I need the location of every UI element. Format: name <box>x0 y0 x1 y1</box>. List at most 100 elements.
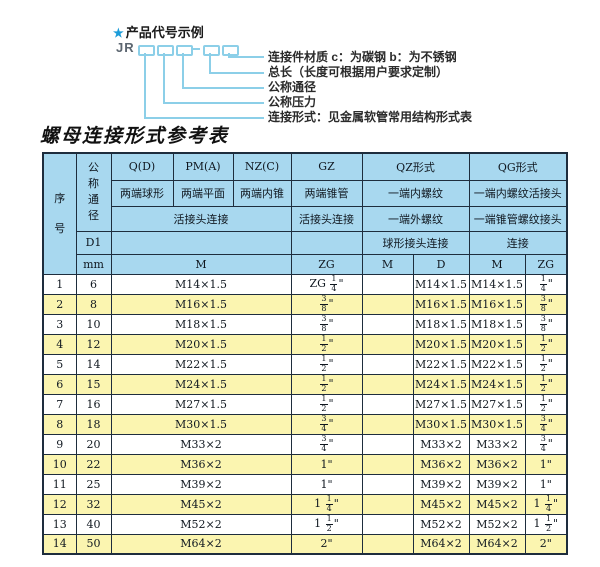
header-cell: 活接头连接 <box>110 205 292 232</box>
table-cell: M18×1.5 <box>412 313 470 335</box>
diagram-title-text: 产品代号示例 <box>125 25 204 40</box>
table-cell <box>361 273 414 295</box>
table-cell <box>361 493 414 515</box>
table-cell: 32 <box>75 493 112 515</box>
code-box <box>176 45 193 56</box>
table-cell: M18×1.5 <box>110 313 292 335</box>
table-cell: 1 1 4 " <box>524 493 568 515</box>
table-cell <box>361 453 414 475</box>
header-cell: 公称通径 <box>75 152 112 232</box>
table-cell: 3 <box>42 313 77 335</box>
header-cell <box>290 230 363 255</box>
table-cell: M52×2 <box>412 513 470 535</box>
table-cell: ZG 1 4 " <box>290 273 363 295</box>
table-title: 螺母连接形式参考表 <box>40 125 230 147</box>
table-cell: 3 4 " <box>290 413 363 435</box>
table-cell: 1 1 2 " <box>290 513 363 535</box>
code-label-diameter: 公称通径 <box>268 80 317 94</box>
table-row: 1 6 M14×1.5 ZG 1 4 " M14×1.5 M14×1.5 1 4 " <box>42 273 568 295</box>
table-cell: 3 8 " <box>290 293 363 315</box>
star-icon: ★ <box>113 26 124 40</box>
header-cell: mm <box>75 253 112 275</box>
table-cell: 20 <box>75 433 112 455</box>
connector-line <box>163 102 264 104</box>
table-cell: M16×1.5 <box>412 293 470 315</box>
header-cell: 两端内锥 <box>232 179 292 207</box>
header-cell: 两端球形 <box>110 179 174 207</box>
diagram-title: ★ 产品代号示例 <box>113 22 204 41</box>
connector-line <box>228 53 230 58</box>
header-cell: D <box>412 253 470 275</box>
table-cell <box>361 533 414 555</box>
table-cell: 25 <box>75 473 112 495</box>
header-cell: D1 <box>75 230 112 255</box>
table-row: 2 8 M16×1.5 3 8 " M16×1.5 M16×1.5 3 8 " <box>42 293 568 315</box>
table-cell: 10 <box>42 453 77 475</box>
table-cell: 1 <box>42 273 77 295</box>
table-row: 9 20 M33×2 3 4 " M33×2 M33×2 3 4 " <box>42 433 568 455</box>
connector-line <box>182 87 264 89</box>
table-cell: M45×2 <box>412 493 470 515</box>
table-cell: 40 <box>75 513 112 535</box>
table-cell: M24×1.5 <box>412 373 470 395</box>
header-cell: 两端平面 <box>172 179 234 207</box>
table-cell: 50 <box>75 533 112 555</box>
table-cell <box>361 293 414 315</box>
table-cell: 3 8 " <box>290 313 363 335</box>
code-label-material: 连接件材质 c：为碳钢 b：为不锈钢 <box>268 50 457 64</box>
header-cell: M <box>361 253 414 275</box>
table-cell: 2" <box>290 533 363 555</box>
table-cell: 1 2 " <box>290 393 363 415</box>
table-cell: 1" <box>524 473 568 495</box>
table-cell: 3 4 " <box>290 433 363 455</box>
header-cell: 两端锥管 <box>290 179 363 207</box>
table-cell: 1 1 2 " <box>524 513 568 535</box>
table-cell: M22×1.5 <box>468 353 526 375</box>
table-cell: 3 4 " <box>524 433 568 455</box>
connector-line <box>209 72 264 74</box>
table-cell: 15 <box>75 373 112 395</box>
table-row: 13 40 M52×2 1 1 2 " M52×2 M52×2 1 1 2 " <box>42 513 568 535</box>
table-cell: 1 2 " <box>290 333 363 355</box>
code-label-pressure: 公称压力 <box>268 95 317 109</box>
table-cell: M45×2 <box>468 493 526 515</box>
code-dash <box>191 48 200 50</box>
table-cell: M22×1.5 <box>412 353 470 375</box>
table-cell: M16×1.5 <box>110 293 292 315</box>
header-cell: NZ(C) <box>232 152 292 181</box>
table-cell: 3 8 " <box>524 293 568 315</box>
table-cell: M33×2 <box>110 433 292 455</box>
header-row: mm M ZG M D M ZG <box>43 253 568 275</box>
table-cell: M52×2 <box>110 513 292 535</box>
header-cell: 序号 <box>42 152 77 275</box>
table-cell: 1 2 " <box>524 333 568 355</box>
header-cell: 球形接头连接 <box>361 230 470 255</box>
table-cell: 6 <box>75 273 112 295</box>
table-cell: 1 2 " <box>524 393 568 415</box>
table-cell: M30×1.5 <box>110 413 292 435</box>
table-cell: M18×1.5 <box>468 313 526 335</box>
table-cell: 5 <box>42 353 77 375</box>
table-cell: 8 <box>75 293 112 315</box>
table-cell: M39×2 <box>468 473 526 495</box>
table-cell: M20×1.5 <box>110 333 292 355</box>
header-cell: Q(D) <box>110 152 174 181</box>
table-cell: M22×1.5 <box>110 353 292 375</box>
code-box <box>222 45 239 56</box>
header-cell: 一端内螺纹 <box>361 179 470 207</box>
header-cell: 一端外螺纹 <box>361 205 470 232</box>
table-cell: M36×2 <box>468 453 526 475</box>
table-cell: 14 <box>75 353 112 375</box>
table-cell <box>361 433 414 455</box>
